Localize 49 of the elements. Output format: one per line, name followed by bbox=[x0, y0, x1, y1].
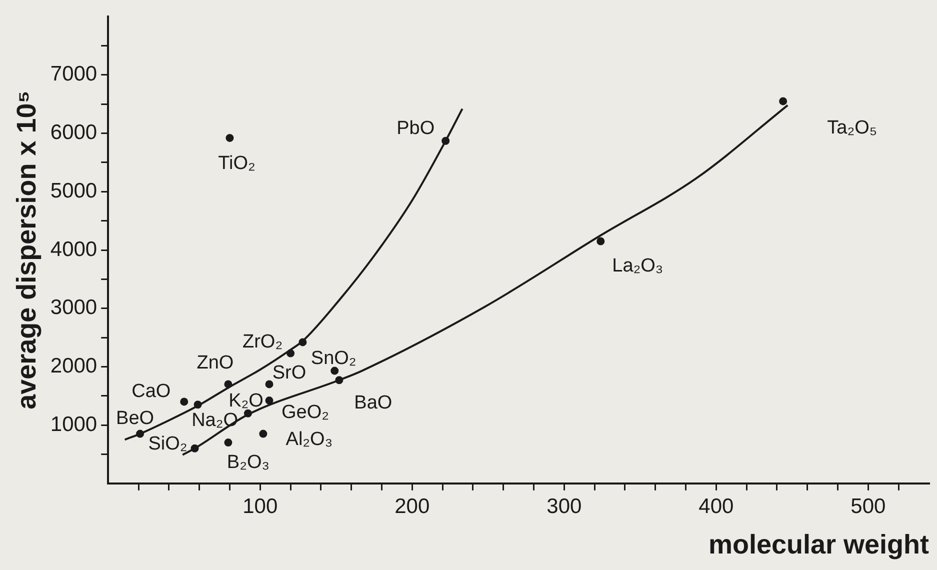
annotation: SrO bbox=[272, 362, 306, 384]
point bbox=[330, 366, 339, 375]
point bbox=[298, 338, 307, 346]
point bbox=[779, 97, 788, 106]
x-tick-label: 100 bbox=[242, 494, 278, 518]
annotation: PbO bbox=[396, 118, 435, 140]
annotation: TiO₂ bbox=[218, 153, 256, 174]
y-tick-label: 2000 bbox=[50, 354, 98, 378]
point bbox=[335, 376, 344, 384]
annotation: GeO₂ bbox=[282, 402, 330, 423]
y-tick-label: 4000 bbox=[50, 238, 98, 261]
x-tick-label: 200 bbox=[394, 494, 430, 518]
point bbox=[442, 136, 450, 145]
y-tick-label: 7000 bbox=[50, 62, 98, 86]
annotation: La₂O₃ bbox=[612, 255, 664, 276]
point bbox=[244, 409, 252, 418]
point bbox=[226, 134, 234, 142]
x-axis-title: molecular weight bbox=[708, 529, 929, 560]
annotation: SnO₂ bbox=[310, 348, 356, 370]
annotation: Na₂O bbox=[192, 410, 238, 431]
y-tick-label: 1000 bbox=[50, 412, 98, 436]
annotation: Ta₂O₅ bbox=[827, 117, 878, 138]
y-tick-label: 3000 bbox=[50, 296, 98, 320]
point bbox=[265, 380, 274, 388]
point bbox=[194, 400, 202, 409]
annotation: CaO bbox=[132, 380, 171, 402]
annotation: ZnO bbox=[196, 352, 234, 374]
annotation: K₂O bbox=[228, 390, 264, 412]
annotation: BaO bbox=[354, 392, 392, 414]
point bbox=[259, 430, 268, 438]
x-tick-label: 400 bbox=[698, 494, 734, 518]
point bbox=[224, 438, 232, 447]
annotation: ZrO₂ bbox=[242, 332, 283, 353]
y-tick-label: 6000 bbox=[50, 121, 98, 144]
point bbox=[286, 349, 295, 358]
point bbox=[136, 430, 144, 438]
point bbox=[224, 380, 232, 388]
point bbox=[265, 396, 274, 405]
annotation: Al₂O₃ bbox=[286, 429, 333, 450]
x-tick-label: 500 bbox=[850, 494, 886, 518]
y-tick-label: 5000 bbox=[50, 179, 98, 202]
point bbox=[596, 237, 605, 246]
y-axis-title: average dispersion x 10⁵ bbox=[12, 90, 42, 410]
annotation: SiO₂ bbox=[148, 434, 188, 455]
annotation: BeO bbox=[116, 408, 154, 430]
annotation: B₂O₃ bbox=[226, 452, 270, 473]
point bbox=[180, 398, 188, 406]
x-tick-label: 300 bbox=[546, 494, 582, 518]
point bbox=[190, 444, 199, 452]
